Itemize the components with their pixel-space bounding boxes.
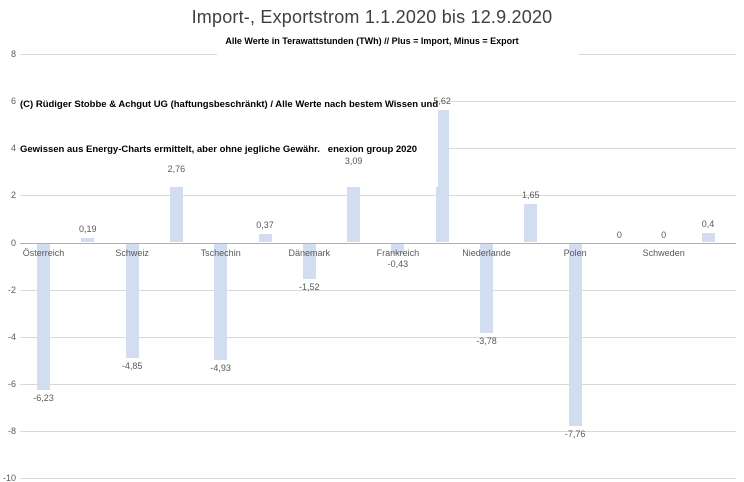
gridline bbox=[20, 383, 736, 385]
bar bbox=[480, 243, 493, 333]
bar-value-label: -7,76 bbox=[564, 429, 586, 440]
category-label: Schweiz bbox=[115, 248, 149, 258]
bar-value-label: 3,09 bbox=[344, 155, 363, 166]
y-tick-label: 4 bbox=[10, 143, 16, 154]
gridline bbox=[20, 478, 736, 479]
chart-subtitle: Alle Werte in Terawattstunden (TWh) // P… bbox=[225, 36, 519, 46]
category-label: Frankreich bbox=[376, 248, 420, 258]
gridline bbox=[20, 195, 736, 197]
bar bbox=[524, 203, 538, 243]
chart-title: Import-, Exportstrom 1.1.2020 bis 12.9.2… bbox=[191, 7, 553, 27]
category-label: Schweden bbox=[642, 248, 685, 258]
y-tick-label: -10 bbox=[2, 473, 16, 482]
bar-value-label: -3,78 bbox=[476, 335, 497, 346]
bar bbox=[347, 169, 361, 243]
bar-value-label: -4,85 bbox=[121, 360, 143, 371]
bar-value-label: 0,4 bbox=[701, 219, 715, 230]
bar-value-label: -6,23 bbox=[33, 393, 54, 404]
bar bbox=[81, 238, 95, 243]
category-label: Tschechin bbox=[200, 248, 241, 258]
bar-value-label: 0 bbox=[661, 229, 667, 240]
bar bbox=[125, 243, 139, 358]
bar-value-label: -0,43 bbox=[387, 258, 409, 269]
gridline bbox=[20, 430, 736, 432]
bar-value-label: 1,65 bbox=[522, 189, 540, 200]
bar-value-label: -1,52 bbox=[299, 282, 320, 293]
y-tick-label: -8 bbox=[7, 425, 16, 436]
y-tick-label: -4 bbox=[7, 331, 16, 342]
category-label: Dänemark bbox=[288, 248, 331, 258]
bar-value-label: 0,19 bbox=[79, 224, 97, 235]
bar-value-label: 0 bbox=[616, 229, 622, 240]
bar bbox=[435, 110, 449, 243]
bar bbox=[701, 233, 715, 243]
bar-value-label: 5,62 bbox=[433, 96, 451, 107]
y-tick-label: 8 bbox=[10, 49, 16, 60]
y-tick-label: -2 bbox=[7, 284, 16, 295]
gridline bbox=[20, 289, 736, 291]
y-tick-label: 0 bbox=[10, 237, 16, 248]
bar bbox=[37, 243, 50, 391]
y-tick-label: -6 bbox=[7, 378, 16, 389]
copyright-annotation-line1: (C) Rüdiger Stobbe & Achgut UG (haftungs… bbox=[20, 99, 439, 110]
category-label: Polen bbox=[563, 248, 587, 258]
category-label: Niederlande bbox=[462, 248, 511, 258]
bar bbox=[302, 243, 316, 280]
subtitle-background bbox=[217, 44, 579, 58]
y-tick-label: 6 bbox=[10, 96, 16, 107]
bar bbox=[169, 177, 183, 243]
bar-value-label: 2,76 bbox=[167, 163, 186, 174]
category-label: Österreich bbox=[22, 248, 65, 258]
bar-value-label: 0,37 bbox=[256, 219, 274, 230]
bar-value-label: -4,93 bbox=[210, 362, 231, 373]
bar bbox=[391, 243, 405, 254]
bar bbox=[258, 233, 272, 243]
bar bbox=[214, 243, 228, 360]
copyright-annotation-line2: Gewissen aus Energy-Charts ermittelt, ab… bbox=[20, 144, 418, 155]
copyright-annotation: (C) Rüdiger Stobbe & Achgut UG (haftungs… bbox=[20, 67, 439, 187]
y-tick-label: 2 bbox=[10, 190, 16, 201]
gridline bbox=[20, 336, 736, 338]
zero-axis-line bbox=[20, 242, 736, 244]
bar bbox=[568, 243, 582, 427]
